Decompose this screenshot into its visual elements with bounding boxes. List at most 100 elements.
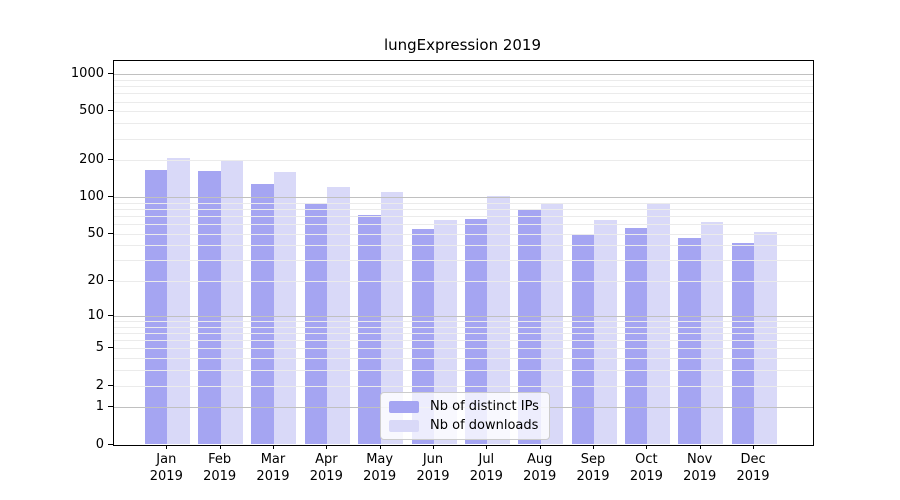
y-tick-mark-2 xyxy=(108,384,113,386)
minor-gridline-7 xyxy=(114,333,813,335)
minor-gridline-600 xyxy=(114,101,813,103)
minor-gridline-70 xyxy=(114,216,813,218)
y-tick-label-10: 10 xyxy=(87,307,104,323)
legend-row-distinct-ips: Nb of distinct IPs xyxy=(389,399,539,414)
y-tick-label-500: 500 xyxy=(79,103,104,119)
minor-gridline-8 xyxy=(114,326,813,328)
minor-gridline-60 xyxy=(114,224,813,226)
bar-dec-downloads xyxy=(754,231,777,445)
minor-gridline-200 xyxy=(114,160,813,162)
y-tick-label-20: 20 xyxy=(87,273,104,289)
x-tick-label-jan: Jan 2019 xyxy=(149,451,183,484)
x-tick-label-oct: Oct 2019 xyxy=(629,451,663,484)
minor-gridline-40 xyxy=(114,245,813,247)
x-tick-mark-feb xyxy=(219,444,221,449)
x-tick-label-jul: Jul 2019 xyxy=(469,451,503,484)
x-tick-mark-jan xyxy=(166,444,168,449)
y-tick-mark-5 xyxy=(108,347,113,349)
minor-gridline-900 xyxy=(114,79,813,81)
y-tick-label-1000: 1000 xyxy=(70,66,104,82)
y-tick-label-5: 5 xyxy=(95,340,104,356)
minor-gridline-800 xyxy=(114,86,813,88)
major-gridline-10 xyxy=(114,315,813,317)
y-tick-label-50: 50 xyxy=(87,225,104,241)
bar-jan-distinct-ips xyxy=(144,170,168,445)
bar-feb-downloads xyxy=(220,160,244,445)
minor-gridline-400 xyxy=(114,123,813,125)
bar-mar-distinct-ips xyxy=(251,183,274,445)
bar-nov-distinct-ips xyxy=(678,238,701,445)
minor-gridline-80 xyxy=(114,208,813,210)
y-tick-mark-200 xyxy=(108,159,113,161)
bar-mar-downloads xyxy=(273,171,297,445)
x-tick-mark-mar xyxy=(272,444,274,449)
y-tick-label-0: 0 xyxy=(95,436,104,452)
bar-sep-distinct-ips xyxy=(571,233,595,445)
legend-label-downloads: Nb of downloads xyxy=(430,418,539,433)
bar-sep-downloads xyxy=(594,219,617,445)
minor-gridline-300 xyxy=(114,138,813,140)
bar-jun-downloads xyxy=(434,219,457,445)
y-tick-label-2: 2 xyxy=(95,377,104,393)
minor-gridline-9 xyxy=(114,321,813,323)
y-tick-mark-100 xyxy=(108,196,113,198)
minor-gridline-4 xyxy=(114,358,813,360)
x-tick-label-feb: Feb 2019 xyxy=(203,451,237,484)
legend: Nb of distinct IPs Nb of downloads xyxy=(380,392,550,440)
legend-label-distinct-ips: Nb of distinct IPs xyxy=(430,399,539,414)
minor-gridline-30 xyxy=(114,260,813,262)
x-tick-mark-may xyxy=(379,444,381,449)
y-tick-mark-1 xyxy=(108,406,113,408)
bar-oct-downloads xyxy=(647,202,670,445)
x-tick-label-sep: Sep 2019 xyxy=(576,451,610,484)
x-tick-label-aug: Aug 2019 xyxy=(523,451,557,484)
x-tick-mark-aug xyxy=(539,444,541,449)
minor-gridline-90 xyxy=(114,202,813,204)
y-tick-label-1: 1 xyxy=(95,399,104,415)
x-tick-label-jun: Jun 2019 xyxy=(416,451,450,484)
y-tick-mark-500 xyxy=(108,110,113,112)
bar-jul-downloads xyxy=(487,196,510,445)
legend-row-downloads: Nb of downloads xyxy=(389,418,539,433)
x-tick-label-nov: Nov 2019 xyxy=(683,451,717,484)
minor-gridline-50 xyxy=(114,233,813,235)
bar-may-distinct-ips xyxy=(358,214,381,445)
minor-gridline-6 xyxy=(114,340,813,342)
minor-gridline-20 xyxy=(114,281,813,283)
y-tick-mark-10 xyxy=(108,314,113,316)
bar-jun-distinct-ips xyxy=(411,228,434,445)
x-tick-mark-oct xyxy=(646,444,648,449)
bar-apr-distinct-ips xyxy=(304,202,328,445)
minor-gridline-3 xyxy=(114,370,813,372)
minor-gridline-5 xyxy=(114,348,813,350)
x-tick-mark-nov xyxy=(699,444,701,449)
x-tick-label-apr: Apr 2019 xyxy=(309,451,343,484)
bar-apr-downloads xyxy=(327,186,350,445)
bar-aug-downloads xyxy=(540,202,564,445)
legend-swatch-downloads xyxy=(389,419,419,432)
y-tick-label-100: 100 xyxy=(79,189,104,205)
chart-title: lungExpression 2019 xyxy=(383,36,542,54)
y-tick-mark-20 xyxy=(108,280,113,282)
bar-dec-distinct-ips xyxy=(731,242,755,445)
minor-gridline-500 xyxy=(114,111,813,113)
x-tick-label-dec: Dec 2019 xyxy=(736,451,770,484)
x-tick-mark-dec xyxy=(753,444,755,449)
major-gridline-100 xyxy=(114,197,813,199)
plot-area xyxy=(113,60,814,446)
y-tick-mark-50 xyxy=(108,232,113,234)
bar-feb-distinct-ips xyxy=(198,170,221,445)
x-tick-label-may: May 2019 xyxy=(363,451,397,484)
x-tick-mark-jun xyxy=(433,444,434,449)
major-gridline-1000 xyxy=(114,74,813,76)
y-tick-mark-1000 xyxy=(108,73,113,75)
bar-may-downloads xyxy=(380,192,404,445)
minor-gridline-700 xyxy=(114,93,813,95)
bar-jul-distinct-ips xyxy=(464,219,488,445)
x-tick-label-mar: Mar 2019 xyxy=(256,451,290,484)
x-tick-mark-jul xyxy=(486,444,488,449)
y-tick-mark-0 xyxy=(108,443,113,445)
legend-swatch-distinct-ips xyxy=(389,400,419,413)
minor-gridline-2 xyxy=(114,385,813,387)
